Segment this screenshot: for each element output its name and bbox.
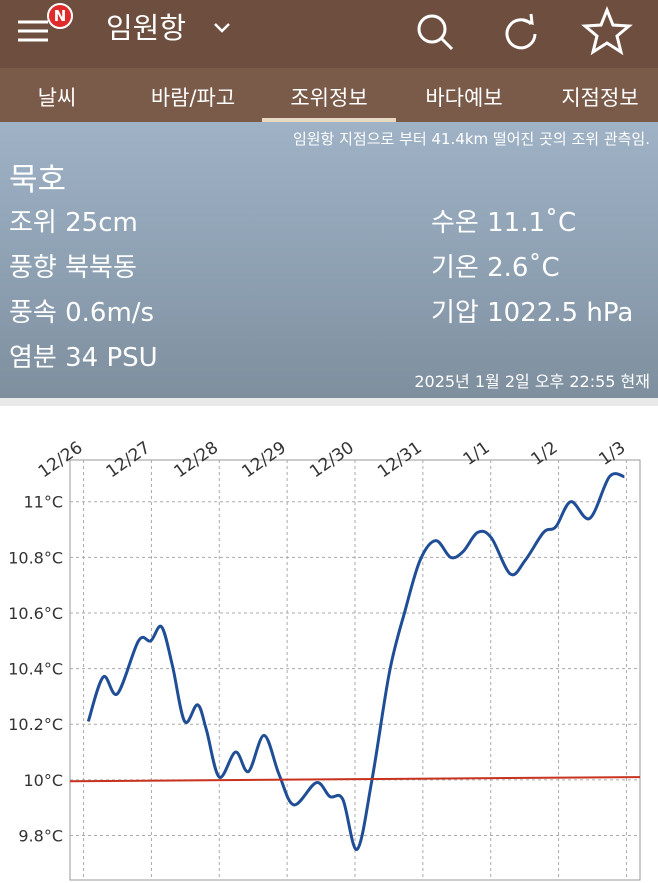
y-tick-label: 10.8°C <box>8 548 63 567</box>
tab[interactable]: 바람/파고 <box>150 86 236 110</box>
obs-item: 조위 25cm <box>9 208 138 238</box>
badge <box>47 3 73 29</box>
tab-bar: 날씨 바람/파고 조위정보 바다예보 지점정보 <box>0 68 658 122</box>
header-icons: N 임원항 <box>18 3 633 56</box>
timestamp: 2025년 1월 2일 오후 22:55 현재 <box>414 372 650 391</box>
y-tick-label: 11°C <box>23 493 63 512</box>
tab[interactable]: 지점정보 <box>561 86 639 110</box>
obs-item: 기온 2.6˚C <box>431 253 560 283</box>
badge-text: N <box>54 7 67 25</box>
station-title[interactable]: 임원항 <box>106 11 186 45</box>
tab-indicator <box>262 118 396 122</box>
divider <box>0 398 658 406</box>
tab[interactable]: 날씨 <box>37 86 77 110</box>
y-tick-label: 10.2°C <box>8 715 63 734</box>
favorite-button[interactable] <box>581 5 633 56</box>
chart: 9.8°C10°C10.2°C10.4°C10.6°C10.8°C11°C12/… <box>8 438 641 881</box>
observation-panel: 임원항 지점으로 부터 41.4km 떨어진 곳의 조위 관측임. 묵호 조위 … <box>0 122 658 398</box>
app-header: N 임원항 <box>0 0 658 68</box>
menu-button[interactable] <box>18 20 48 42</box>
refresh-button[interactable] <box>505 13 537 50</box>
obs-item: 염분 34 PSU <box>9 343 158 373</box>
dropdown-icon[interactable] <box>214 23 230 33</box>
tab[interactable]: 바다예보 <box>425 86 503 110</box>
line-series <box>69 776 641 783</box>
station: 묵호 <box>9 162 67 198</box>
search-button[interactable] <box>417 14 454 51</box>
obs-item: 풍향 북북동 <box>9 253 137 283</box>
obs-item: 수온 11.1˚C <box>431 208 577 238</box>
note: 임원항 지점으로 부터 41.4km 떨어진 곳의 조위 관측임. <box>292 130 650 148</box>
obs-item: 풍속 0.6m/s <box>9 298 155 328</box>
obs-item: 기압 1022.5 hPa <box>431 298 634 328</box>
y-tick-label: 10°C <box>23 771 63 790</box>
tab-active[interactable]: 조위정보 <box>290 86 368 110</box>
y-tick-label: 9.8°C <box>18 826 63 845</box>
y-tick-label: 10.6°C <box>8 604 63 623</box>
y-tick-label: 10.4°C <box>8 660 63 679</box>
line-series <box>86 472 625 851</box>
